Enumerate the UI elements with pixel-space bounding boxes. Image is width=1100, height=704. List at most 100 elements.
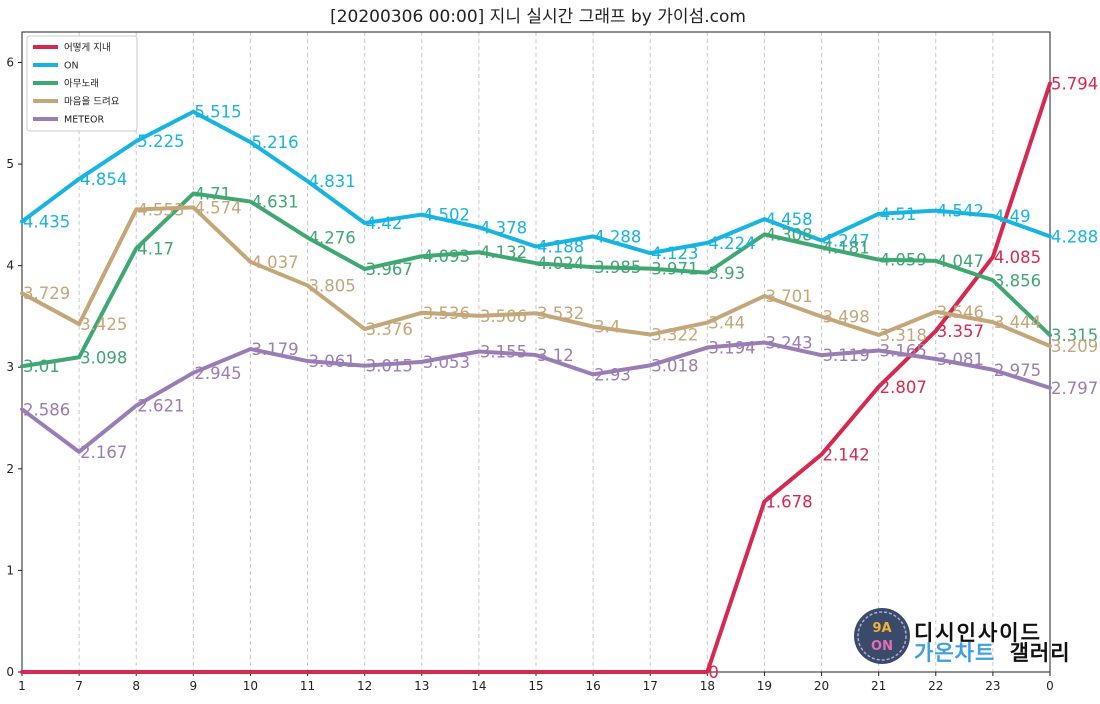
data-label: 3.209 <box>1051 337 1098 356</box>
data-label: 3.546 <box>937 303 984 322</box>
x-tick-label: 22 <box>928 679 943 693</box>
data-point <box>763 218 766 220</box>
data-label: 3.318 <box>880 326 927 345</box>
data-point <box>535 245 537 248</box>
data-label: 3.194 <box>708 339 755 358</box>
chart-title: [20200306 00:00] 지니 실시간 그래프 by 가이섬.com <box>330 7 746 27</box>
x-tick-label: 19 <box>757 679 772 693</box>
data-label: 3.098 <box>80 348 127 367</box>
data-label: 2.975 <box>994 361 1041 380</box>
x-tick-label: 20 <box>814 679 829 693</box>
data-point <box>306 180 309 183</box>
legend-label: 아무노래 <box>64 79 99 90</box>
legend-label: 마음을 드려요 <box>64 96 120 108</box>
data-point <box>763 341 766 344</box>
data-point <box>306 671 309 673</box>
data-label: 3.536 <box>423 304 470 323</box>
data-label: 3.01 <box>23 357 60 376</box>
y-tick-label: 6 <box>6 55 14 69</box>
data-point <box>649 252 652 254</box>
data-point <box>420 671 423 673</box>
data-point <box>420 255 423 258</box>
data-label: 3.322 <box>651 326 698 345</box>
x-tick-label: 10 <box>243 679 258 693</box>
data-point <box>78 451 80 453</box>
data-point <box>21 220 23 223</box>
data-label: 4.378 <box>480 218 527 237</box>
data-label: 5.515 <box>194 103 241 122</box>
data-label: 3.729 <box>23 284 70 303</box>
data-label: 4.631 <box>251 193 298 212</box>
data-label: 3.498 <box>823 308 870 327</box>
data-point <box>192 372 195 374</box>
data-point <box>1049 82 1051 85</box>
data-label: 4.093 <box>423 247 470 266</box>
data-point <box>649 671 652 673</box>
data-point <box>135 208 138 211</box>
data-label: 4.059 <box>880 251 927 270</box>
data-point <box>478 350 480 353</box>
data-label: 3.053 <box>423 353 470 372</box>
data-label: 3.015 <box>366 357 413 376</box>
data-label: 4.308 <box>765 225 812 244</box>
data-point <box>306 360 309 362</box>
data-point <box>934 260 937 262</box>
data-point <box>763 295 766 297</box>
data-label: 4.181 <box>823 238 870 257</box>
data-point <box>306 236 309 239</box>
data-point <box>706 321 709 324</box>
data-point <box>1049 235 1051 238</box>
data-point <box>992 215 994 217</box>
data-point <box>535 262 537 265</box>
data-label: 4.574 <box>194 198 241 217</box>
data-label: 4.024 <box>537 254 584 273</box>
data-point <box>706 346 709 349</box>
data-point <box>877 349 880 352</box>
x-tick-label: 14 <box>471 679 486 693</box>
x-tick-label: 11 <box>300 679 315 693</box>
watermark-gallery: 갤러리 <box>1010 641 1071 665</box>
data-point <box>820 315 823 318</box>
data-point <box>78 323 80 325</box>
data-label: 4.276 <box>309 229 356 248</box>
data-point <box>363 328 366 330</box>
data-label: 4.831 <box>309 172 356 191</box>
data-label: 4.17 <box>137 239 174 258</box>
data-point <box>992 279 994 282</box>
data-label: 4.502 <box>423 206 470 225</box>
data-label: 3.119 <box>823 346 870 365</box>
legend-box <box>26 35 138 132</box>
data-label: 2.142 <box>823 445 870 464</box>
data-label: 3.93 <box>708 264 745 283</box>
y-tick-label: 5 <box>6 157 14 171</box>
y-tick-label: 2 <box>6 462 14 476</box>
data-point <box>135 247 138 250</box>
data-label: 3.018 <box>651 356 698 375</box>
data-point <box>363 268 366 270</box>
data-point <box>420 361 423 363</box>
data-point <box>135 671 138 673</box>
data-label: 4.542 <box>937 202 984 221</box>
data-point <box>78 671 80 673</box>
data-label: 2.586 <box>23 400 70 419</box>
data-point <box>649 364 652 367</box>
data-point <box>992 368 994 371</box>
data-label: 3.165 <box>880 341 927 360</box>
data-label: 3.357 <box>937 322 984 341</box>
data-label: 4.71 <box>194 185 231 204</box>
logo-badge-text-top: 9A <box>872 621 891 636</box>
data-label: 3.805 <box>309 276 356 295</box>
data-point <box>877 386 880 388</box>
x-tick-label: 8 <box>132 679 140 693</box>
x-tick-label: 23 <box>985 679 1000 693</box>
y-tick-label: 3 <box>6 360 14 374</box>
data-point <box>820 453 823 456</box>
data-label: 3.081 <box>937 350 984 369</box>
x-tick-label: 9 <box>190 679 198 693</box>
data-point <box>135 404 138 407</box>
data-label: 3.315 <box>1051 326 1098 345</box>
data-label: 4.247 <box>823 232 870 251</box>
data-label: 5.225 <box>137 132 184 151</box>
